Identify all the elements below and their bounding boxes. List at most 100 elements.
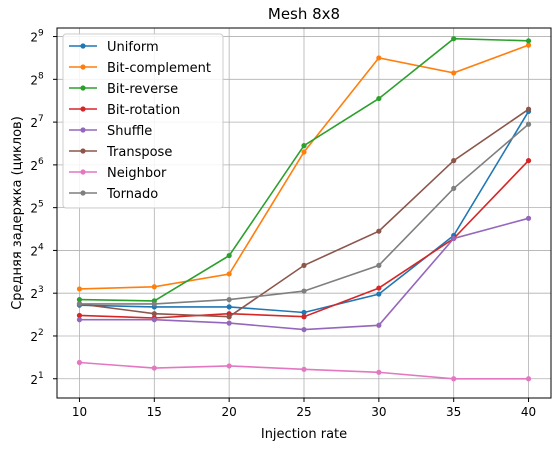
data-point-bit-complement	[226, 271, 232, 277]
y-tick-base: 2	[30, 159, 38, 173]
legend-box	[62, 33, 224, 209]
data-point-shuffle	[151, 317, 157, 323]
data-point-shuffle	[76, 317, 83, 323]
data-point-bit-complement	[451, 70, 457, 76]
series-neighbor	[76, 359, 532, 382]
y-tick-label: 25	[30, 200, 43, 216]
data-point-bit-complement	[376, 55, 382, 61]
data-point-bit-reverse	[76, 297, 83, 303]
legend-item-uniform: Uniform	[69, 40, 159, 55]
data-point-transpose	[376, 228, 382, 234]
data-point-shuffle	[226, 320, 232, 326]
y-tick-label: 27	[30, 114, 43, 130]
y-tick-base: 2	[30, 244, 38, 258]
data-point-bit-complement	[76, 286, 83, 292]
data-point-bit-rotation	[76, 312, 83, 319]
legend-item-bit-complement: Bit-complement	[69, 61, 211, 76]
data-point-transpose	[151, 311, 157, 317]
data-point-transpose	[451, 158, 457, 164]
legend-label: Bit-complement	[107, 61, 211, 76]
data-point-neighbor	[301, 366, 307, 372]
y-tick-label: 22	[30, 328, 43, 344]
y-tick-exponent: 7	[38, 114, 44, 124]
legend-item-bit-reverse: Bit-reverse	[69, 82, 178, 97]
chart-title: Mesh 8x8	[268, 5, 340, 23]
legend-label: Uniform	[107, 40, 159, 55]
data-point-tornado	[525, 121, 532, 127]
data-point-transpose	[301, 262, 307, 268]
y-tick-exponent: 8	[38, 71, 44, 81]
y-tick-exponent: 5	[38, 200, 44, 210]
data-point-bit-reverse	[301, 143, 307, 149]
legend-swatch-marker	[80, 43, 86, 49]
data-point-tornado	[76, 301, 83, 307]
y-tick-base: 2	[30, 330, 38, 344]
data-point-tornado	[301, 288, 307, 294]
data-point-shuffle	[451, 235, 457, 242]
data-point-bit-complement	[525, 42, 532, 48]
y-tick-exponent: 1	[38, 371, 44, 381]
series-bit-complement	[76, 42, 532, 292]
data-point-neighbor	[376, 369, 382, 375]
series-shuffle	[76, 215, 532, 333]
data-point-neighbor	[226, 363, 232, 369]
x-tick-label: 30	[371, 405, 386, 419]
data-point-tornado	[376, 262, 382, 268]
series-tornado	[76, 121, 532, 307]
legend: Uniform Bit-complement Bit-reverse Bit-rota…	[62, 33, 224, 209]
data-point-bit-complement	[151, 284, 157, 290]
legend-swatch-marker	[80, 64, 86, 70]
data-point-neighbor	[76, 359, 83, 366]
legend-label: Bit-rotation	[107, 103, 180, 118]
data-point-neighbor	[451, 376, 457, 382]
legend-item-neighbor: Neighbor	[69, 166, 167, 181]
legend-item-bit-rotation: Bit-rotation	[69, 103, 180, 118]
x-tick-label: 25	[296, 405, 311, 419]
data-point-transpose	[226, 314, 232, 320]
x-tick-label: 20	[222, 405, 237, 419]
y-tick-exponent: 2	[38, 328, 44, 338]
legend-swatch-marker	[80, 148, 86, 154]
y-tick-exponent: 3	[38, 285, 44, 295]
y-tick-label: 28	[30, 71, 44, 87]
legend-item-tornado: Tornado	[69, 187, 158, 202]
legend-swatch-marker	[80, 106, 86, 112]
legend-label: Transpose	[106, 145, 172, 160]
legend-swatch-marker	[80, 169, 86, 175]
series-bit-reverse	[76, 36, 532, 304]
legend-label: Neighbor	[107, 166, 167, 181]
legend-item-transpose: Transpose	[69, 145, 172, 160]
data-point-neighbor	[151, 365, 157, 371]
data-point-bit-rotation	[301, 314, 307, 320]
y-tick-exponent: 6	[38, 157, 44, 167]
x-tick-label: 40	[521, 405, 536, 419]
legend-swatch-marker	[80, 85, 86, 91]
data-point-tornado	[151, 301, 157, 307]
data-point-uniform	[226, 304, 232, 310]
data-point-shuffle	[525, 215, 532, 221]
data-point-bit-complement	[301, 149, 307, 155]
data-point-bit-rotation	[525, 158, 532, 164]
y-tick-label: 29	[30, 29, 44, 45]
data-point-uniform	[301, 309, 307, 316]
x-tick-label: 15	[147, 405, 162, 419]
data-point-transpose	[525, 106, 532, 112]
y-tick-base: 2	[30, 287, 38, 301]
series-layer	[76, 36, 532, 382]
legend-label: Bit-reverse	[107, 82, 178, 97]
data-point-bit-reverse	[226, 252, 232, 259]
data-point-shuffle	[376, 322, 382, 328]
data-point-bit-rotation	[376, 285, 382, 291]
legend-item-shuffle: Shuffle	[69, 124, 152, 139]
y-tick-base: 2	[30, 373, 38, 387]
data-point-bit-reverse	[525, 38, 532, 44]
data-point-uniform	[376, 291, 382, 297]
y-tick-base: 2	[30, 116, 38, 130]
y-tick-label: 21	[30, 371, 43, 387]
y-tick-base: 2	[30, 202, 38, 216]
data-point-neighbor	[525, 376, 532, 382]
data-point-bit-reverse	[451, 36, 457, 42]
legend-label: Shuffle	[107, 124, 152, 139]
